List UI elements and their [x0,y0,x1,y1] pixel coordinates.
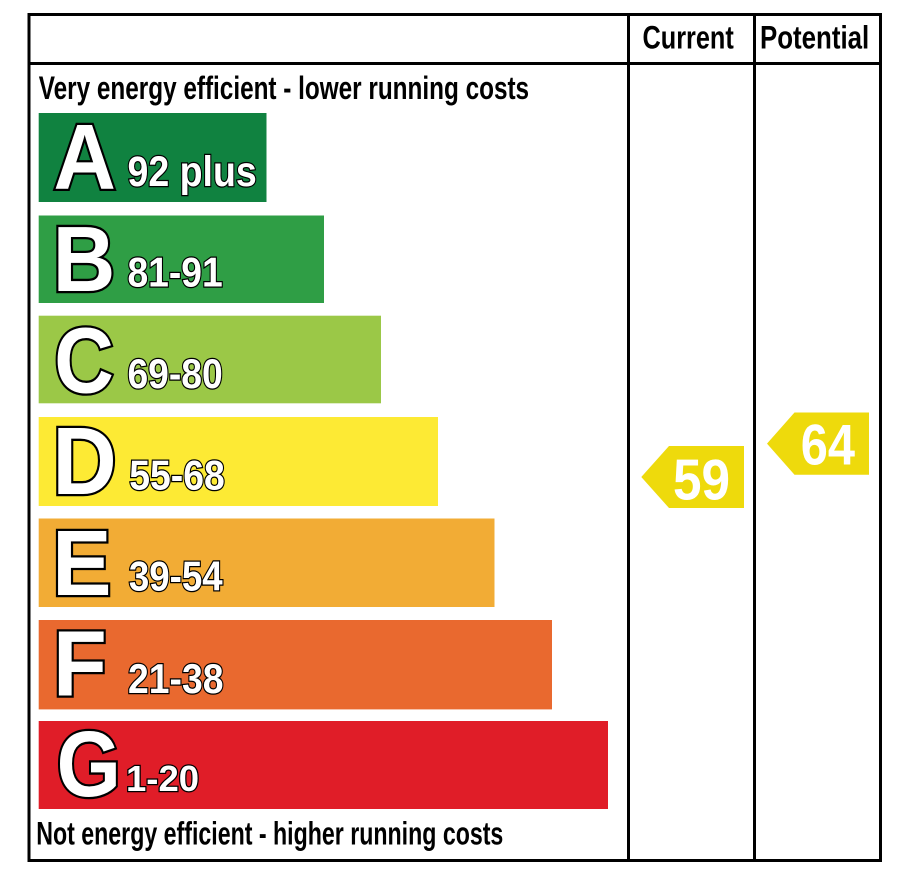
svg-text:55-68: 55-68 [129,452,224,499]
svg-text:64: 64 [801,414,856,478]
svg-text:81-91: 81-91 [127,250,222,297]
svg-text:F: F [53,612,107,716]
svg-text:G: G [57,711,121,816]
svg-text:39-54: 39-54 [129,553,223,600]
svg-text:1-20: 1-20 [126,758,199,799]
svg-text:Current: Current [643,21,735,57]
svg-text:Not energy efficient - higher: Not energy efficient - higher running co… [36,816,503,852]
svg-text:92 plus: 92 plus [127,147,256,196]
svg-text:Potential: Potential [760,21,869,56]
svg-text:B: B [53,208,116,311]
svg-text:21-38: 21-38 [128,656,223,703]
svg-text:E: E [52,512,111,615]
svg-text:A: A [54,106,116,210]
svg-text:C: C [54,308,114,413]
svg-text:69-80: 69-80 [127,351,222,398]
svg-text:Very energy efficient - lower: Very energy efficient - lower running co… [39,71,529,107]
svg-text:D: D [52,407,116,515]
svg-text:59: 59 [673,448,730,512]
